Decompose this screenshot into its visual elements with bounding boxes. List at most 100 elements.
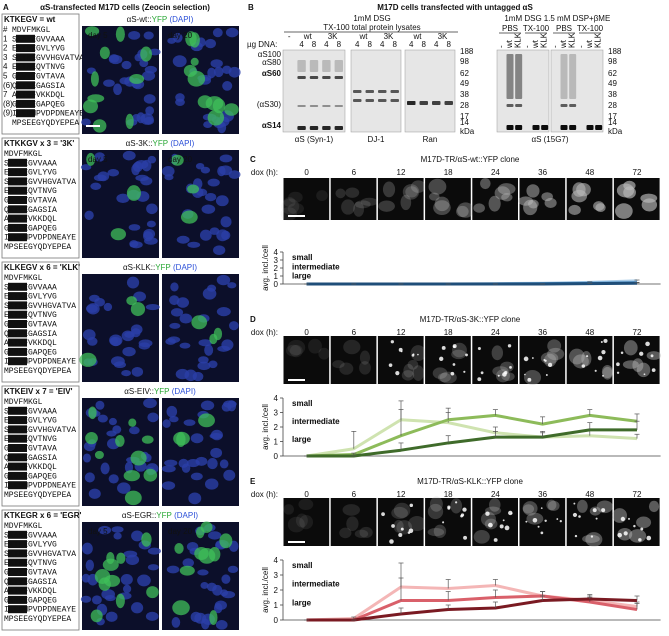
band <box>309 60 319 72</box>
y-tick-label: 0 <box>274 452 279 461</box>
nucleus <box>100 462 110 475</box>
micrograph <box>613 336 660 384</box>
panel-label: E <box>250 477 256 486</box>
nucleus <box>204 478 219 490</box>
nucleus <box>129 426 140 435</box>
motif-highlight <box>8 540 27 549</box>
cell <box>87 94 105 103</box>
band <box>390 99 399 102</box>
chart-title: M17D-TR/αS-3K::YFP clone <box>420 315 521 324</box>
nucleus <box>175 93 185 102</box>
x-tick-label: 36 <box>538 490 547 499</box>
band <box>506 104 514 107</box>
nucleus <box>145 611 159 621</box>
cell <box>428 178 447 195</box>
antibody-label: Ran <box>423 135 438 144</box>
species-label: (αS30) <box>257 100 282 109</box>
image-title: αS-KLK::YFP (DAPI) <box>123 263 197 272</box>
inclusion <box>391 524 395 528</box>
cell <box>287 339 306 356</box>
sequence-line: AATGFVKKDQL <box>4 339 57 348</box>
motif-highlight <box>8 233 27 242</box>
image-title-construct: αS-KLK:: <box>123 263 155 272</box>
band <box>595 125 603 130</box>
image-title-yfp: YFP <box>153 139 169 148</box>
cell <box>353 201 365 217</box>
species-label: αS60 <box>262 69 282 78</box>
inclusion <box>485 511 490 516</box>
cell <box>308 338 322 354</box>
inclusion <box>488 522 493 528</box>
micrograph <box>377 498 424 546</box>
nucleus <box>82 329 96 341</box>
image-title-dapi: (DAPI) <box>169 15 193 24</box>
nucleus <box>186 459 200 468</box>
inclusion <box>544 519 547 523</box>
motif-highlight <box>16 109 35 118</box>
cell <box>298 498 314 511</box>
inclusion <box>532 517 538 523</box>
band <box>444 101 453 105</box>
nucleus <box>143 94 156 104</box>
sequence-line: GKNEEGAPQEG <box>4 224 57 233</box>
cell <box>126 296 138 306</box>
inclusion <box>545 374 548 376</box>
band <box>569 125 577 130</box>
nucleus <box>121 370 132 377</box>
band <box>309 126 319 130</box>
nucleus <box>126 276 140 289</box>
cell <box>433 200 451 216</box>
cell <box>494 186 511 200</box>
repeat-number: # <box>3 25 8 34</box>
nucleus <box>103 302 113 312</box>
lane-label: 8 <box>447 40 452 49</box>
motif-highlight <box>8 586 27 595</box>
nucleus <box>143 398 157 409</box>
mw-marker: 14 <box>460 118 469 127</box>
motif-highlight <box>8 292 27 301</box>
cell <box>354 529 369 539</box>
inclusion <box>388 363 393 367</box>
cell <box>585 532 603 547</box>
band <box>353 90 362 93</box>
nucleus <box>108 417 117 426</box>
nucleus <box>223 469 236 481</box>
sequence-line: QKTVEGAGSIA <box>12 82 65 91</box>
nucleus <box>137 574 151 587</box>
lane-label: 4 <box>299 40 304 49</box>
inclusion <box>620 351 624 355</box>
motif-highlight <box>8 158 27 167</box>
micrograph <box>566 498 613 546</box>
inclusion <box>544 359 547 362</box>
x-axis-label: dox (h): <box>251 168 278 177</box>
cell <box>86 152 96 166</box>
nucleus <box>91 595 102 605</box>
cell <box>205 96 224 111</box>
cell <box>335 188 346 199</box>
nucleus <box>229 321 239 331</box>
cell <box>602 366 613 380</box>
inclusion <box>400 527 404 531</box>
series-line <box>306 413 638 458</box>
inclusion <box>623 531 628 536</box>
lane-label: KLK <box>594 32 603 48</box>
nucleus <box>129 241 143 249</box>
repeat-number: (8) <box>3 99 13 108</box>
nucleus <box>147 564 159 571</box>
cell <box>318 347 330 360</box>
repeat-number: 1 <box>3 34 8 43</box>
nucleus <box>178 458 189 468</box>
cell <box>180 210 198 224</box>
inclusion <box>574 534 578 538</box>
image-title-construct: αS-3K:: <box>126 139 153 148</box>
nucleus <box>164 174 174 181</box>
cell <box>522 501 538 516</box>
blot <box>550 49 604 133</box>
nucleus <box>131 163 141 176</box>
image-title-dapi: (DAPI) <box>174 511 198 520</box>
nucleus <box>122 150 136 161</box>
cell <box>396 520 413 535</box>
motif-highlight <box>8 462 27 471</box>
inclusion <box>645 341 650 347</box>
